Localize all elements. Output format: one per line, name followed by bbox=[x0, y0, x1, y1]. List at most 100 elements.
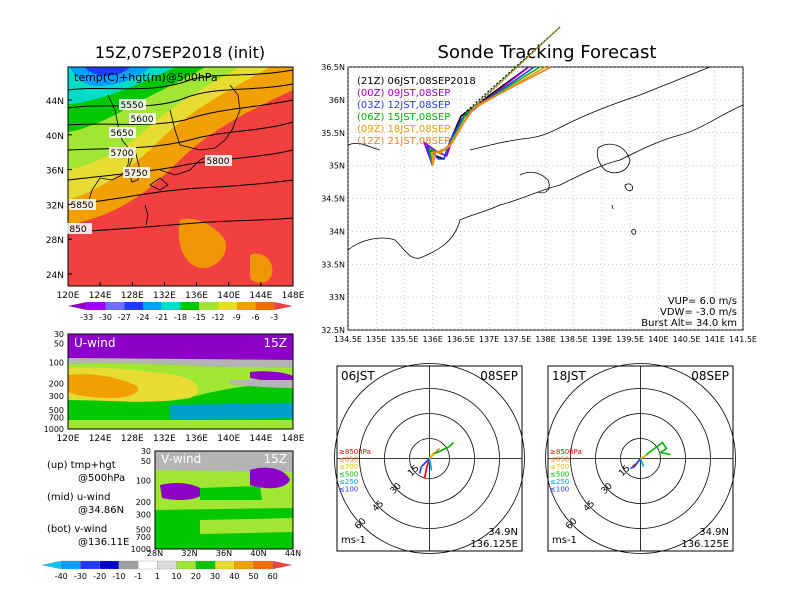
track-legend-item: (09Z) 18JST,08SEP bbox=[357, 124, 450, 135]
track-legend-item: (21Z) 06JST,08SEP2018 bbox=[357, 76, 476, 87]
colorbar-swatch bbox=[161, 302, 181, 310]
left-title: 15Z,07SEP2018 (init) bbox=[95, 43, 265, 62]
lat-tick-label: 40N bbox=[46, 132, 64, 142]
contour-label: 850 bbox=[69, 225, 86, 235]
lon-tick-label: 137.5E bbox=[503, 335, 531, 344]
colorbar-swatch bbox=[157, 560, 177, 570]
sonde-track bbox=[431, 66, 552, 166]
pressure-tick-label: 300 bbox=[136, 511, 151, 520]
panel-note: @500hPa bbox=[78, 473, 125, 484]
colorbar-swatch bbox=[99, 560, 120, 570]
lon-tick-label: 148E bbox=[282, 434, 305, 444]
colorbar-label: -15 bbox=[193, 313, 206, 322]
lon-tick-label: 141E bbox=[705, 335, 725, 344]
contour-label: 5550 bbox=[121, 101, 144, 111]
pressure-legend-item: ≤850 bbox=[339, 456, 358, 464]
contour-label-bg bbox=[129, 113, 156, 124]
pressure-tick-label: 100 bbox=[136, 476, 151, 485]
pressure-tick-label: 30 bbox=[54, 330, 64, 339]
panel-note: (up) tmp+hgt bbox=[47, 460, 116, 471]
lat-tick-label: 35.5N bbox=[321, 129, 345, 138]
lon-tick-label: 120E bbox=[57, 434, 80, 444]
colorbar-label: 1 bbox=[155, 572, 160, 581]
colorbar-label: -3 bbox=[270, 313, 278, 322]
sonde-parameter: VDW= -3.0 m/s bbox=[660, 307, 737, 318]
contour-label-bg bbox=[109, 127, 136, 138]
colorbar-swatch bbox=[195, 560, 216, 570]
contour-label-bg bbox=[205, 155, 232, 166]
sonde-parameter: VUP= 6.0 m/s bbox=[668, 296, 737, 307]
pressure-legend-item: ≤500 bbox=[339, 471, 358, 479]
colorbar-label: -30 bbox=[74, 572, 87, 581]
track-legend: (21Z) 06JST,08SEP2018(00Z) 09JST,08SEP(0… bbox=[357, 76, 476, 147]
colorbar-label: 30 bbox=[210, 572, 220, 581]
pressure-tick-label: 200 bbox=[49, 379, 64, 388]
sonde-parameter: Burst Alt= 34.0 km bbox=[641, 318, 737, 329]
map-lat-labels: 44N 40N 36N 32N 28N 24N bbox=[46, 97, 72, 281]
hodograph-unit: ms-1 bbox=[341, 535, 366, 546]
hodograph-lat: 34.9N bbox=[488, 527, 518, 538]
hodograph-trace bbox=[434, 441, 455, 455]
lon-tick-label: 124E bbox=[89, 434, 112, 444]
lat-tick-label: 32N bbox=[46, 201, 64, 211]
lat-tick-label: 36N bbox=[46, 167, 64, 177]
map-frame bbox=[67, 66, 294, 287]
u-wind-section bbox=[68, 334, 293, 429]
hodograph-date: 08SEP bbox=[691, 369, 729, 383]
hodograph-time: 18JST bbox=[552, 369, 586, 383]
hodograph-lon: 136.125E bbox=[470, 539, 518, 550]
colorbar-swatch bbox=[118, 560, 139, 570]
panel-note: @136.11E bbox=[78, 537, 129, 548]
contour-label-bg bbox=[65, 223, 92, 234]
pressure-legend-item: ≥850hPa bbox=[550, 448, 582, 456]
pressure-tick-label: 500 bbox=[49, 406, 64, 415]
colorbar-swatch bbox=[214, 560, 235, 570]
u-wind-time: 15Z bbox=[264, 336, 288, 350]
colorbar-label: -9 bbox=[233, 313, 241, 322]
lon-tick-label: 139.5E bbox=[616, 335, 644, 344]
hodograph-trace bbox=[630, 458, 642, 470]
colorbar-swatch bbox=[41, 560, 62, 570]
pressure-legend-item: ≤850 bbox=[550, 456, 569, 464]
lon-tick-label: 136E bbox=[185, 434, 208, 444]
track-legend-item: (12Z) 21JST,08SEP bbox=[357, 136, 450, 147]
colorbar-label: -30 bbox=[99, 313, 112, 322]
pressure-legend-item: ≤250 bbox=[339, 478, 358, 486]
track-map: (21Z) 06JST,08SEP2018(00Z) 09JST,08SEP(0… bbox=[321, 26, 757, 344]
colorbar-label: 10 bbox=[172, 572, 182, 581]
colorbar-swatch bbox=[199, 302, 218, 310]
hodograph-trace bbox=[639, 458, 645, 467]
pressure-tick-label: 1000 bbox=[131, 545, 151, 554]
lat-tick-label: 28N bbox=[46, 236, 64, 246]
lon-tick-label: 135E bbox=[366, 335, 386, 344]
temperature-map bbox=[68, 67, 293, 286]
pressure-tick-label: 50 bbox=[54, 340, 64, 349]
pressure-tick-label: 1000 bbox=[44, 425, 64, 434]
lon-tick-label: 128E bbox=[121, 291, 144, 301]
track-lon-labels: 134.5E 135E 135.5E 136E 136.5E 137E 137.5E 138E… bbox=[334, 335, 757, 344]
hodograph-ring bbox=[545, 363, 736, 554]
pressure-legend-item: ≤700 bbox=[550, 463, 569, 471]
track-legend-item: (03Z) 12JST,08SEP bbox=[357, 100, 450, 111]
hodograph-trace bbox=[418, 457, 431, 474]
lon-tick-label: 140.5E bbox=[673, 335, 701, 344]
colorbar-label: 60 bbox=[268, 572, 278, 581]
contour-label-bg bbox=[69, 199, 96, 210]
lon-tick-label: 144E bbox=[249, 434, 272, 444]
lon-tick-label: 120E bbox=[57, 291, 80, 301]
pressure-tick-label: 100 bbox=[49, 359, 64, 368]
colorbar-label: -24 bbox=[136, 313, 149, 322]
lon-tick-label: 136E bbox=[185, 291, 208, 301]
lat-tick-label: 32.5N bbox=[321, 326, 345, 335]
hodograph-trace bbox=[646, 441, 671, 456]
contour-label-bg bbox=[109, 147, 136, 158]
hodograph-ring bbox=[334, 363, 525, 554]
colorbar-label: -6 bbox=[252, 313, 260, 322]
panel-note: (mid) u-wind bbox=[47, 492, 110, 503]
colorbar-swatch bbox=[234, 560, 254, 570]
pressure-legend-item: ≤100 bbox=[550, 486, 569, 494]
